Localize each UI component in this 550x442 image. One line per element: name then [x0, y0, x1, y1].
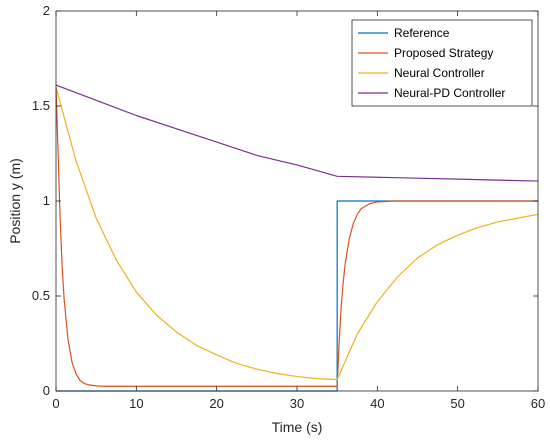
legend-label-1: Reference — [394, 26, 450, 40]
y-tick-label: 1 — [43, 193, 50, 208]
legend: Reference Proposed Strategy Neural Control… — [351, 19, 533, 107]
y-tick-label: 2 — [43, 3, 50, 18]
x-axis-label: Time (s) — [272, 419, 323, 435]
x-tick-label: 40 — [370, 396, 384, 411]
legend-box — [351, 19, 533, 107]
legend-entries: Reference Proposed Strategy Neural Control… — [358, 26, 505, 100]
legend-label-3: Neural Controller — [394, 66, 485, 80]
y-tick-label: 0 — [43, 383, 50, 398]
legend-label-2: Proposed Strategy — [394, 46, 493, 60]
series-line-3 — [55, 86, 539, 381]
legend-label-4: Neural-PD Controller — [394, 86, 505, 100]
x-tick-label: 10 — [129, 396, 143, 411]
series-line-4 — [55, 84, 539, 182]
x-tick-label: 60 — [531, 396, 545, 411]
x-axis-ticks: 0 10 20 30 40 50 60 — [52, 11, 545, 411]
y-tick-label: 0.5 — [32, 288, 50, 303]
x-tick-label: 30 — [290, 396, 304, 411]
x-tick-label: 20 — [209, 396, 223, 411]
y-axis-label: Position y (m) — [7, 158, 23, 244]
x-tick-label: 0 — [52, 396, 59, 411]
y-tick-label: 1.5 — [32, 98, 50, 113]
y-axis-ticks: 0 0.5 1 1.5 2 — [32, 3, 538, 398]
series-line-2 — [55, 86, 538, 387]
x-tick-label: 50 — [450, 396, 464, 411]
